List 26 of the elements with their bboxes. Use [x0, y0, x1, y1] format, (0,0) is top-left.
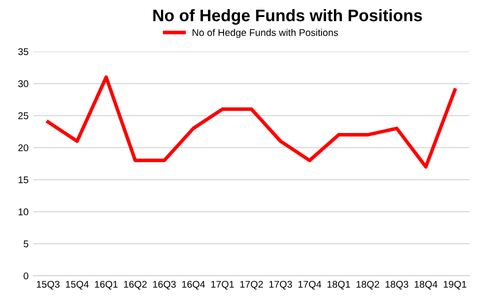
x-tick-label: 17Q4: [298, 280, 322, 290]
y-tick-label: 15: [18, 176, 28, 184]
y-tick-label: 35: [18, 48, 28, 56]
x-tick-label: 18Q4: [414, 280, 438, 290]
y-tick-label: 5: [24, 240, 28, 248]
y-tick-label: 0: [24, 272, 28, 280]
legend-label: No of Hedge Funds with Positions: [192, 28, 338, 38]
y-tick-label: 10: [18, 208, 28, 216]
x-tick-label: 18Q3: [386, 280, 408, 290]
x-tick-label: 15Q3: [36, 280, 60, 290]
x-tick-label: 16Q2: [124, 280, 147, 290]
x-tick-label: 16Q4: [182, 280, 205, 290]
x-tick-label: 15Q4: [66, 280, 89, 290]
y-tick-label: 20: [18, 144, 28, 152]
x-tick-label: 17Q3: [269, 280, 292, 290]
x-tick-label: 18Q2: [356, 280, 380, 290]
chart-title: No of Hedge Funds with Positions: [153, 9, 422, 25]
x-tick-label: 17Q2: [240, 280, 263, 290]
y-tick-label: 25: [18, 112, 28, 120]
x-tick-label: 18Q1: [328, 280, 350, 290]
line-series: [46, 75, 457, 169]
y-tick-label: 30: [18, 80, 28, 88]
x-tick-label: 16Q1: [95, 280, 118, 290]
x-tick-label: 17Q1: [211, 280, 234, 290]
x-tick-label: 16Q3: [153, 280, 176, 290]
x-tick-label: 19Q1: [444, 280, 466, 290]
